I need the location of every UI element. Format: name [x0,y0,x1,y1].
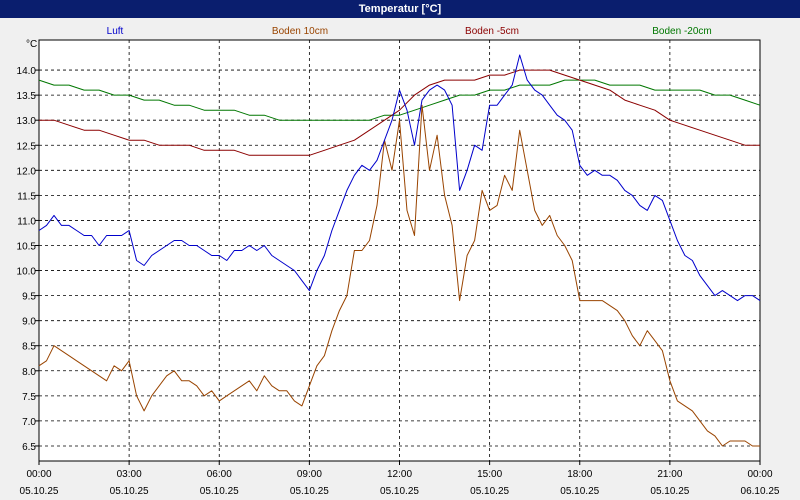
series-line-1 [38,54,761,302]
x-tick-date: 05.10.25 [650,486,689,497]
axes: 6.5 7.0 7.5 8.0 8.5 9.0 9.5 10.0 10.5 11.0 11.5 12.… [17,66,780,497]
legend-entry: Boden -5cm [465,26,519,37]
x-tick-date: 06.10.25 [741,486,780,497]
series-line-4 [38,79,761,121]
y-tick-label: 13.0 [17,116,37,127]
y-tick-label: 8.0 [22,367,36,378]
x-tick-date: 05.10.25 [200,486,239,497]
y-tick-label: 7.0 [22,417,36,428]
y-tick-label: 6.5 [22,442,36,453]
legend-entry: Boden -20cm [652,26,711,37]
x-tick-time: 00:00 [26,469,51,480]
x-tick-time: 09:00 [297,469,322,480]
x-tick-time: 21:00 [657,469,682,480]
x-tick-date: 05.10.25 [470,486,509,497]
x-tick-date: 05.10.25 [290,486,329,497]
y-tick-label: 12.0 [17,166,37,177]
y-tick-label: 12.5 [17,141,37,152]
x-tick-date: 05.10.25 [20,486,59,497]
x-tick-time: 03:00 [117,469,142,480]
legend: Luft Boden 10cm Boden -5cm Boden -20cm [107,26,712,37]
y-tick-label: 7.5 [22,392,36,403]
y-tick-label: 13.5 [17,91,37,102]
legend-entry: Luft [107,26,124,37]
chart-title: Temperatur [°C] [0,0,800,18]
y-tick-label: 11.5 [17,191,36,202]
x-tick-date: 05.10.25 [380,486,419,497]
x-tick-time: 00:00 [747,469,772,480]
y-tick-label: 9.0 [22,317,36,328]
x-tick-time: 15:00 [477,469,502,480]
y-tick-label: 8.5 [22,342,36,353]
x-tick-date: 05.10.25 [560,486,599,497]
series-lines [38,54,761,447]
y-tick-label: 14.0 [17,66,37,77]
y-tick-label: 10.5 [17,241,37,252]
x-tick-time: 18:00 [567,469,592,480]
x-tick-time: 06:00 [207,469,232,480]
y-tick-label: 10.0 [17,267,37,278]
y-axis-unit: °C [26,39,37,50]
y-tick-label: 9.5 [22,292,36,303]
y-tick-label: 11.0 [17,216,36,227]
series-line-3 [39,69,760,156]
series-line-2 [38,104,760,447]
x-tick-date: 05.10.25 [110,486,149,497]
x-tick-time: 12:00 [387,469,412,480]
legend-entry: Boden 10cm [272,26,328,37]
